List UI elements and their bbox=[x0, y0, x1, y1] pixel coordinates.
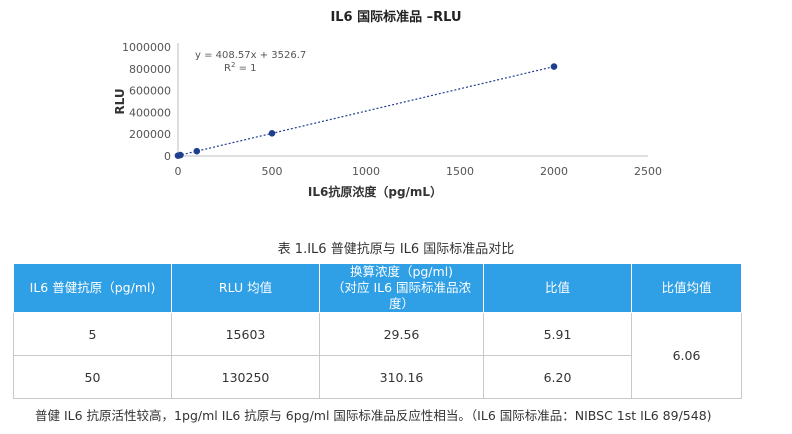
x-tick-label: 2500 bbox=[634, 165, 662, 178]
cell-antigen: 50 bbox=[13, 355, 172, 399]
table-header-row: IL6 普健抗原（pg/ml) RLU 均值 换算浓度（pg/ml) （对应 IL… bbox=[13, 263, 742, 313]
table-caption: 表 1.IL6 普健抗原与 IL6 国际标准品对比 bbox=[277, 242, 515, 257]
trendline-group bbox=[177, 65, 555, 157]
header-converted: 换算浓度（pg/ml) （对应 IL6 国际标准品浓度） bbox=[319, 263, 484, 313]
y-tick-label: 600000 bbox=[129, 85, 171, 98]
data-point bbox=[177, 151, 184, 159]
header-ratio-mean: 比值均值 bbox=[631, 263, 742, 313]
cell-rlu-mean: 130250 bbox=[171, 355, 320, 399]
chart-ticks: 0 200000 400000 600000 800000 1000000 0 500 1000… bbox=[122, 41, 662, 178]
data-points bbox=[174, 63, 558, 159]
data-point bbox=[193, 147, 201, 155]
cell-converted: 310.16 bbox=[319, 355, 484, 399]
x-tick-label: 1000 bbox=[352, 165, 380, 178]
trendline-r2: R2 = 1 bbox=[224, 61, 257, 74]
y-tick-label: 1000000 bbox=[122, 41, 171, 54]
header-antigen-text: IL6 普健抗原（pg/ml) bbox=[29, 280, 156, 295]
r2-value: = 1 bbox=[235, 63, 256, 74]
header-rlu-mean-text: RLU 均值 bbox=[218, 280, 273, 295]
data-point bbox=[268, 130, 276, 137]
data-point bbox=[550, 63, 558, 70]
header-ratio: 比值 bbox=[483, 263, 632, 313]
y-tick-label: 0 bbox=[164, 150, 171, 163]
trendline-equation: y = 408.57x + 3526.7 bbox=[195, 50, 306, 61]
chart-axes bbox=[177, 43, 648, 157]
x-tick-label: 1500 bbox=[446, 165, 474, 178]
cell-ratio: 5.91 bbox=[483, 312, 632, 356]
r2-label: R bbox=[224, 63, 231, 74]
x-tick-label: 500 bbox=[262, 165, 283, 178]
y-tick-label: 400000 bbox=[129, 106, 171, 119]
r2-superscript: 2 bbox=[231, 61, 235, 69]
y-tick-label: 200000 bbox=[129, 128, 171, 141]
y-tick-label: 800000 bbox=[129, 63, 171, 76]
header-rlu-mean: RLU 均值 bbox=[171, 263, 320, 313]
cell-ratio: 6.20 bbox=[483, 355, 632, 399]
header-ratio-mean-text: 比值均值 bbox=[661, 280, 712, 295]
header-ratio-text: 比值 bbox=[544, 280, 570, 295]
table-row: 50 130250 310.16 6.20 bbox=[13, 355, 742, 399]
x-tick-label: 0 bbox=[175, 165, 182, 178]
header-converted-line2: （对应 IL6 国际标准品浓度） bbox=[331, 280, 472, 311]
trendline bbox=[177, 65, 555, 157]
cell-ratio-mean: 6.06 bbox=[631, 312, 742, 399]
cell-rlu-mean: 15603 bbox=[171, 312, 320, 356]
header-converted-line1: 换算浓度（pg/ml) bbox=[349, 264, 454, 279]
chart-area: 0 200000 400000 600000 800000 1000000 0 500 1000… bbox=[113, 41, 662, 199]
y-axis-label: RLU bbox=[113, 88, 127, 114]
cell-antigen: 5 bbox=[13, 312, 172, 356]
header-antigen: IL6 普健抗原（pg/ml) bbox=[13, 263, 172, 313]
x-tick-label: 2000 bbox=[540, 165, 568, 178]
x-axis-label: IL6抗原浓度（pg/mL） bbox=[308, 184, 442, 199]
comparison-table: IL6 普健抗原（pg/ml) RLU 均值 换算浓度（pg/ml) （对应 IL… bbox=[13, 263, 742, 399]
chart-title: IL6 国际标准品 –RLU bbox=[330, 10, 462, 25]
cell-converted: 29.56 bbox=[319, 312, 484, 356]
footnote: 普健 IL6 抗原活性较高，1pg/ml IL6 抗原与 6pg/ml 国际标准… bbox=[35, 408, 712, 423]
table-row: 5 15603 29.56 5.91 6.06 bbox=[13, 312, 742, 399]
